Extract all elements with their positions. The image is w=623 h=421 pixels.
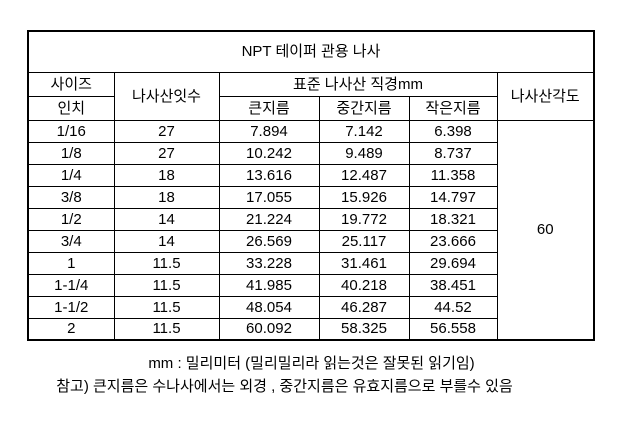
table-header-row-1: 사이즈 나사산잇수 표준 나사산 직경mm 나사산각도 [27,71,595,121]
cell-size: 1/4 [27,163,115,187]
cell-major-diameter: 33.228 [218,251,320,275]
cell-pitch-diameter: 9.489 [318,141,410,165]
cell-major-diameter: 48.054 [218,295,320,319]
cell-size: 1/2 [27,207,115,231]
cell-major-diameter: 10.242 [218,141,320,165]
cell-size: 1 [27,251,115,275]
cell-minor-diameter: 18.321 [408,207,498,231]
cell-teeth: 18 [113,185,220,209]
cell-pitch-diameter: 15.926 [318,185,410,209]
cell-pitch-diameter: 25.117 [318,229,410,253]
table-title: NPT 테이퍼 관용 나사 [27,30,595,73]
cell-teeth: 14 [113,229,220,253]
cell-minor-diameter: 56.558 [408,317,498,341]
cell-major-diameter: 41.985 [218,273,320,297]
cell-major-diameter: 17.055 [218,185,320,209]
cell-teeth: 11.5 [113,251,220,275]
cell-teeth: 11.5 [113,295,220,319]
cell-teeth: 27 [113,141,220,165]
cell-thread-angle: 60 [496,119,595,341]
cell-pitch-diameter: 31.461 [318,251,410,275]
header-pitch-diameter: 중간지름 [318,95,410,121]
cell-size: 1-1/4 [27,273,115,297]
cell-size: 1-1/2 [27,295,115,319]
table-row: 1-1/2 11.5 48.054 46.287 44.52 [27,295,594,319]
cell-teeth: 27 [113,119,220,143]
cell-pitch-diameter: 7.142 [318,119,410,143]
cell-pitch-diameter: 58.325 [318,317,410,341]
cell-minor-diameter: 8.737 [408,141,498,165]
header-size: 사이즈 [27,71,115,97]
header-thread-angle: 나사산각도 [496,71,595,121]
table-row: 3/4 14 26.569 25.117 23.666 [27,229,594,253]
cell-size: 3/4 [27,229,115,253]
cell-minor-diameter: 23.666 [408,229,498,253]
cell-size: 1/8 [27,141,115,165]
header-minor-diameter: 작은지름 [408,95,498,121]
cell-size: 2 [27,317,115,341]
cell-pitch-diameter: 12.487 [318,163,410,187]
header-teeth: 나사산잇수 [113,71,220,121]
npt-thread-table: NPT 테이퍼 관용 나사 사이즈 나사산잇수 표준 나사산 직경mm 나사산각… [27,30,595,341]
cell-major-diameter: 13.616 [218,163,320,187]
cell-minor-diameter: 29.694 [408,251,498,275]
cell-minor-diameter: 11.358 [408,163,498,187]
cell-size: 1/16 [27,119,115,143]
table-row: 1/16 27 7.894 7.142 6.398 60 [27,119,595,341]
cell-minor-diameter: 38.451 [408,273,498,297]
cell-pitch-diameter: 40.218 [318,273,410,297]
note-mm: mm : 밀리미터 (밀리밀리라 읽는것은 잘못된 읽기임) [148,355,475,372]
cell-major-diameter: 60.092 [218,317,320,341]
cell-size: 3/8 [27,185,115,209]
cell-teeth: 11.5 [113,273,220,297]
table-title-row: NPT 테이퍼 관용 나사 [27,30,595,73]
cell-minor-diameter: 6.398 [408,119,498,143]
cell-major-diameter: 7.894 [218,119,320,143]
footer-notes: mm : 밀리미터 (밀리밀리라 읽는것은 잘못된 읽기임) 참고) 큰지름은 … [0,352,623,398]
header-size-unit: 인치 [27,95,115,121]
header-diameter-group: 표준 나사산 직경mm [218,71,498,97]
note-reference: 참고) 큰지름은 수나사에서는 외경 , 중간지름은 유효지름으로 부를수 있음 [56,378,513,395]
cell-teeth: 14 [113,207,220,231]
cell-minor-diameter: 44.52 [408,295,498,319]
table-row: 1/4 18 13.616 12.487 11.358 [27,163,594,187]
header-major-diameter: 큰지름 [218,95,320,121]
cell-teeth: 11.5 [113,317,220,341]
cell-teeth: 18 [113,163,220,187]
table-row: 2 11.5 60.092 58.325 56.558 [27,317,594,341]
table-row: 1 11.5 33.228 31.461 29.694 [27,251,594,275]
table-header-row-2: 인치 큰지름 중간지름 작은지름 [27,95,594,121]
cell-major-diameter: 26.569 [218,229,320,253]
cell-pitch-diameter: 46.287 [318,295,410,319]
cell-major-diameter: 21.224 [218,207,320,231]
cell-pitch-diameter: 19.772 [318,207,410,231]
cell-minor-diameter: 14.797 [408,185,498,209]
table-row: 3/8 18 17.055 15.926 14.797 [27,185,594,209]
